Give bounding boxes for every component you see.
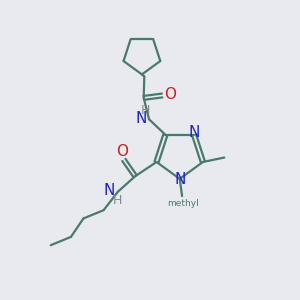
Text: O: O bbox=[164, 87, 176, 102]
Text: methyl: methyl bbox=[167, 199, 199, 208]
Text: H: H bbox=[113, 194, 123, 206]
Text: N: N bbox=[188, 125, 200, 140]
Text: N: N bbox=[175, 172, 186, 187]
Text: H: H bbox=[141, 104, 150, 117]
Text: N: N bbox=[103, 183, 115, 198]
Text: O: O bbox=[116, 144, 128, 159]
Text: N: N bbox=[135, 111, 146, 126]
